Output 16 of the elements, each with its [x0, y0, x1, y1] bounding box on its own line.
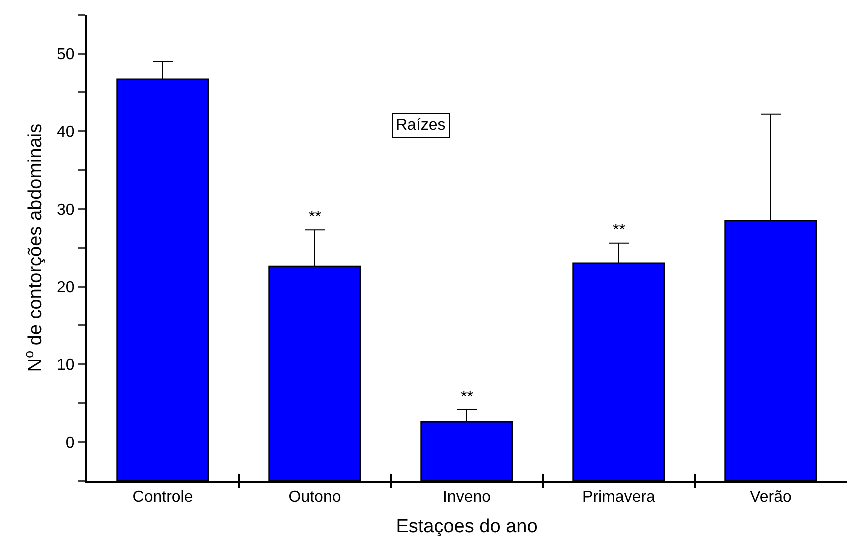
annotation: Raízes	[396, 117, 446, 134]
annotation: **	[309, 209, 322, 226]
y-tick-label: 40	[57, 124, 75, 142]
x-tick-label: Verão	[750, 489, 792, 506]
y-tick-label: 20	[57, 279, 75, 296]
y-tick-label: 50	[57, 46, 75, 64]
x-tick-label: Outono	[288, 489, 342, 506]
y-tick-label: 10	[57, 357, 75, 374]
annotation: **	[461, 389, 474, 406]
y-tick-label: 0	[66, 434, 75, 452]
y-tick-label: 30	[57, 202, 75, 219]
x-tick-label: Primavera	[582, 489, 656, 506]
x-axis-title: Estaçoes do ano	[396, 516, 538, 538]
annotation: **	[613, 222, 626, 239]
x-tick-label: Controle	[132, 489, 194, 506]
x-tick-label: Inveno	[442, 489, 492, 506]
